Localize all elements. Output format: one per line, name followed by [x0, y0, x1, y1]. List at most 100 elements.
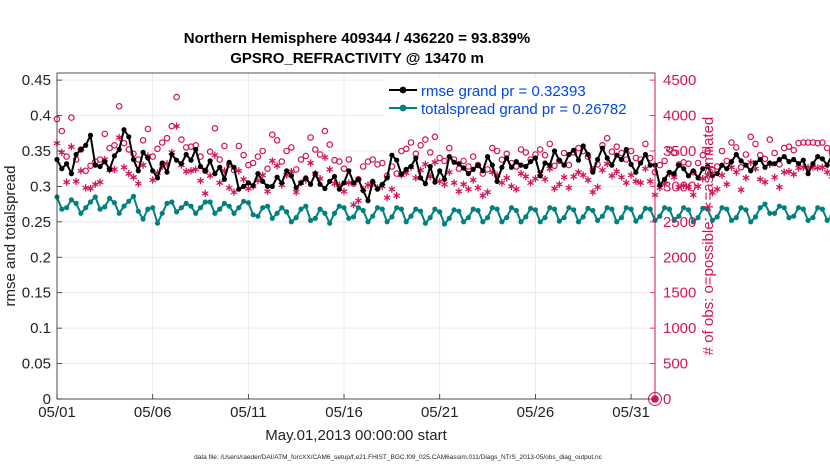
- rmse-point: [379, 181, 385, 187]
- obs-possible-point: [603, 134, 611, 142]
- totalspread-point: [274, 210, 280, 216]
- totalspread-point: [657, 213, 663, 219]
- y-right-tick-label: 0: [663, 391, 671, 408]
- obs-assimilated-point: [747, 158, 755, 166]
- rmse-point: [542, 160, 548, 166]
- obs-possible-point: [211, 125, 219, 132]
- obs-assimilated-point: [584, 176, 592, 184]
- totalspread-point: [518, 219, 524, 225]
- obs-possible-point: [378, 159, 386, 167]
- rmse-point: [140, 149, 146, 155]
- obs-assimilated-point: [464, 185, 472, 193]
- totalspread-point: [733, 215, 739, 221]
- obs-assimilated-point: [479, 192, 487, 200]
- obs-possible-point: [96, 156, 104, 163]
- rmse-point: [628, 161, 634, 167]
- rmse-point: [489, 162, 495, 168]
- obs-assimilated-point: [77, 167, 85, 175]
- obs-possible-point: [206, 148, 214, 156]
- obs-possible-point: [369, 156, 377, 163]
- totalspread-point: [752, 214, 759, 220]
- rmse-point: [197, 163, 204, 170]
- rmse-point: [690, 168, 696, 174]
- obs-possible-point: [546, 140, 554, 148]
- obs-possible-point: [288, 144, 295, 151]
- totalspread-point: [298, 206, 304, 212]
- rmse-point: [154, 175, 161, 181]
- rmse-point: [547, 162, 553, 168]
- rmse-point: [92, 162, 98, 168]
- rmse-point: [135, 168, 141, 174]
- totalspread-point: [489, 205, 495, 211]
- y-right-tick-label: 1500: [663, 285, 696, 302]
- obs-possible-point: [335, 158, 343, 165]
- rmse-point: [585, 151, 591, 158]
- legend-rmse-marker: [399, 86, 407, 94]
- obs-possible-point: [115, 103, 123, 110]
- totalspread-point: [413, 206, 419, 212]
- rmse-point: [528, 159, 534, 165]
- obs-possible-point: [168, 122, 176, 130]
- totalspread-point: [513, 207, 519, 214]
- rmse-point: [360, 188, 366, 194]
- obs-assimilated-point: [608, 172, 616, 180]
- obs-possible-point: [498, 156, 506, 163]
- rmse-point: [250, 183, 256, 189]
- rmse-point: [470, 166, 476, 172]
- rmse-point: [561, 162, 567, 168]
- totalspread-point: [451, 207, 457, 213]
- y-left-tick-label: 0.05: [22, 356, 51, 373]
- rmse-point: [724, 166, 730, 172]
- obs-assimilated-point: [775, 183, 783, 191]
- rmse-line: [56, 128, 830, 202]
- totalspread-point: [523, 214, 529, 220]
- obs-assimilated-point: [560, 173, 568, 181]
- rmse-point: [111, 153, 117, 159]
- rmse-point: [174, 157, 180, 163]
- rmse-point: [346, 168, 352, 174]
- rmse-point: [150, 168, 156, 174]
- obs-possible-point: [154, 145, 161, 153]
- x-axis-label: May.01,2013 00:00:00 start: [265, 427, 447, 444]
- totalspread-point: [293, 215, 299, 221]
- totalspread-point: [456, 208, 462, 214]
- rmse-point: [437, 168, 443, 174]
- totalspread-point: [604, 205, 610, 211]
- y-left-tick-label: 0.25: [22, 214, 51, 231]
- totalspread-point: [786, 215, 792, 221]
- rmse-point: [59, 166, 65, 172]
- totalspread-point: [322, 210, 328, 216]
- totalspread-point: [475, 207, 481, 214]
- rmse-point: [202, 168, 208, 174]
- obs-assimilated-point: [641, 165, 649, 173]
- obs-possible-point: [565, 161, 573, 169]
- rmse-point: [73, 151, 79, 158]
- rmse-point: [288, 173, 294, 179]
- totalspread-point: [140, 216, 146, 222]
- totalspread-point: [231, 210, 237, 216]
- obs-possible-point: [163, 134, 171, 142]
- totalspread-point: [575, 219, 582, 225]
- totalspread-point: [303, 203, 309, 209]
- rmse-point: [456, 161, 462, 167]
- totalspread-point: [772, 210, 778, 216]
- totalspread-point: [666, 206, 673, 212]
- rmse-point: [532, 155, 539, 161]
- totalspread-point: [551, 206, 558, 212]
- rmse-point: [638, 160, 644, 166]
- rmse-point: [685, 173, 692, 179]
- obs-assimilated-point: [594, 183, 602, 191]
- obs-assimilated-point: [732, 168, 740, 176]
- totalspread-point: [78, 210, 84, 216]
- totalspread-point: [164, 200, 170, 206]
- rmse-point: [403, 166, 409, 172]
- obs-assimilated-point: [455, 187, 463, 195]
- rmse-point: [671, 171, 677, 177]
- obs-assimilated-point: [412, 174, 420, 182]
- totalspread-point: [365, 219, 371, 225]
- rmse-point: [97, 163, 103, 170]
- totalspread-point: [264, 203, 271, 209]
- obs-possible-point: [445, 144, 453, 152]
- plot-frame: [56, 72, 656, 400]
- rmse-point: [331, 173, 338, 180]
